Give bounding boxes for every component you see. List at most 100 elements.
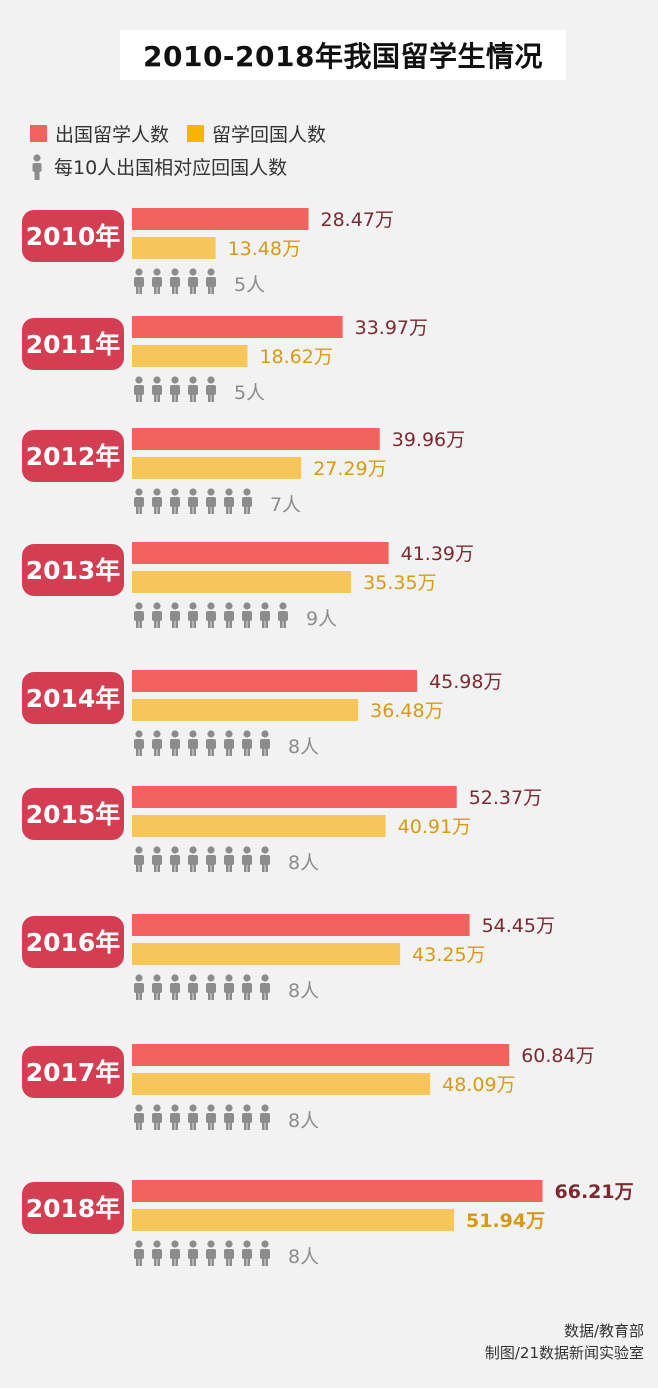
outbound-bar [132, 914, 470, 936]
person-icon [260, 1104, 270, 1130]
person-icon [170, 846, 180, 872]
outbound-bar [132, 1044, 510, 1066]
outbound-bar [132, 316, 343, 338]
person-icon [224, 1104, 234, 1130]
person-icon [170, 1104, 180, 1130]
outbound-value-label: 41.39万 [401, 543, 474, 565]
person-icon [206, 730, 216, 756]
year-label: 2010年 [26, 222, 121, 251]
person-icon [242, 974, 252, 1000]
ratio-label: 8人 [288, 736, 319, 758]
person-icon [188, 1104, 198, 1130]
person-icon [134, 602, 144, 628]
person-icon [188, 376, 198, 402]
person-icon [170, 602, 180, 628]
person-icon [134, 1240, 144, 1266]
person-icon [188, 268, 198, 294]
outbound-value-label: 45.98万 [429, 671, 502, 693]
person-icon [260, 1240, 270, 1266]
person-icon [134, 376, 144, 402]
returned-value-label: 51.94万 [466, 1210, 545, 1232]
year-label: 2015年 [26, 800, 121, 829]
person-icon [170, 376, 180, 402]
year-badge [22, 544, 124, 596]
person-icon [188, 974, 198, 1000]
outbound-value-label: 60.84万 [521, 1045, 594, 1067]
returned-bar [132, 1073, 431, 1095]
year-label: 2013年 [26, 556, 121, 585]
person-icon [170, 488, 180, 514]
legend-ratio-label: 每10人出国相对应回国人数 [54, 157, 288, 179]
person-icon [206, 268, 216, 294]
outbound-value-label: 52.37万 [469, 787, 542, 809]
legend-row-1: 出国留学人数 留学回国人数 [30, 120, 326, 147]
person-icon [134, 846, 144, 872]
returned-value-label: 18.62万 [259, 346, 332, 368]
person-icon [188, 1240, 198, 1266]
person-icon [206, 1240, 216, 1266]
person-icon [188, 846, 198, 872]
person-icon [278, 602, 288, 628]
person-icon [206, 846, 216, 872]
person-icon [260, 730, 270, 756]
person-icon [206, 974, 216, 1000]
returned-value-label: 27.29万 [313, 458, 386, 480]
outbound-bar [132, 786, 457, 808]
person-icon [170, 974, 180, 1000]
person-icon [188, 602, 198, 628]
returned-bar [132, 815, 386, 837]
footer: 数据/教育部 制图/21数据新闻实验室 [485, 1320, 644, 1364]
person-icon [32, 153, 42, 180]
ratio-label: 7人 [270, 494, 301, 516]
outbound-value-label: 54.45万 [482, 915, 555, 937]
returned-value-label: 35.35万 [363, 572, 436, 594]
chart-title: 2010-2018年我国留学生情况 [143, 40, 543, 73]
returned-bar [132, 345, 248, 367]
ratio-label: 8人 [288, 1110, 319, 1132]
person-icon [260, 974, 270, 1000]
person-icon [188, 730, 198, 756]
returned-value-label: 13.48万 [228, 238, 301, 260]
person-icon [224, 1240, 234, 1266]
person-icon [242, 846, 252, 872]
person-icon [224, 488, 234, 514]
year-badge [22, 1182, 124, 1234]
person-icon [152, 1240, 162, 1266]
ratio-label: 5人 [234, 382, 265, 404]
person-icon [260, 602, 270, 628]
person-icon [188, 488, 198, 514]
person-icon [134, 1104, 144, 1130]
person-icon [170, 730, 180, 756]
outbound-value-label: 33.97万 [355, 317, 428, 339]
legend-returned-swatch [187, 125, 205, 142]
person-icon [134, 974, 144, 1000]
person-icon [134, 730, 144, 756]
person-icon [134, 268, 144, 294]
person-icon [170, 268, 180, 294]
person-icon [206, 602, 216, 628]
person-icon [152, 1104, 162, 1130]
outbound-value-label: 66.21万 [555, 1181, 634, 1203]
returned-bar [132, 1209, 455, 1231]
person-icon [206, 1104, 216, 1130]
person-icon [224, 730, 234, 756]
year-label: 2014年 [26, 684, 121, 713]
ratio-label: 8人 [288, 852, 319, 874]
returned-bar [132, 457, 302, 479]
ratio-label: 5人 [234, 274, 265, 296]
year-label: 2018年 [26, 1194, 121, 1223]
outbound-bar [132, 208, 309, 230]
outbound-bar [132, 428, 380, 450]
person-icon [224, 974, 234, 1000]
person-icon [152, 488, 162, 514]
person-icon [206, 376, 216, 402]
returned-bar [132, 943, 401, 965]
year-badge [22, 210, 124, 262]
person-icon [242, 1240, 252, 1266]
year-label: 2017年 [26, 1058, 121, 1087]
person-icon [170, 1240, 180, 1266]
returned-value-label: 40.91万 [398, 816, 471, 838]
returned-bar [132, 571, 352, 593]
person-icon [206, 488, 216, 514]
ratio-label: 9人 [306, 608, 337, 630]
